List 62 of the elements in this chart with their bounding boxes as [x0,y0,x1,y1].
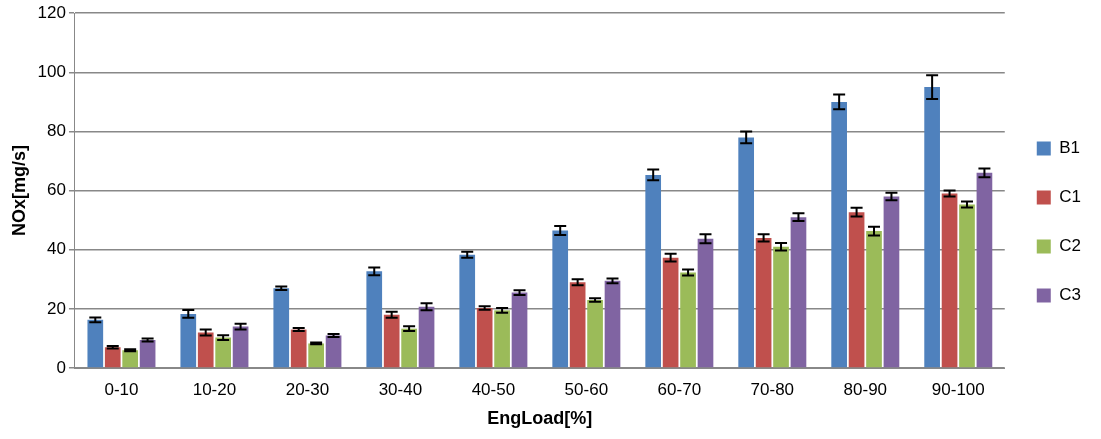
bar [697,238,714,368]
bar [366,271,383,368]
x-tick-label: 40-50 [471,379,516,399]
bar [773,246,789,368]
x-tick-label: 0-10 [104,379,139,399]
bar [941,193,958,368]
bar [476,307,493,368]
y-tick-label: 0 [56,357,66,377]
bar [848,212,865,368]
bar [883,196,900,368]
x-tick-label: 50-60 [564,379,609,399]
bar [680,272,696,368]
y-tick-label: 100 [37,62,66,82]
bar [308,343,324,368]
x-tick-label: 80-90 [843,379,888,399]
bar [587,300,603,368]
y-tick-label: 60 [47,180,66,200]
bar [290,329,307,368]
bar [87,319,104,368]
bar [604,280,621,368]
bar [831,101,847,368]
x-axis-title: EngLoad[%] [487,408,593,429]
y-tick-label: 40 [47,239,66,259]
bar [959,204,975,368]
legend-label: B1 [1059,138,1081,158]
legend-label: C1 [1059,187,1081,207]
bar [180,313,197,368]
bar [215,337,231,368]
bar [459,254,476,368]
bar [976,172,993,368]
bar [866,231,882,368]
legend-label: C3 [1059,285,1081,305]
y-axis-title: NOx[mg/s] [8,145,29,237]
y-tick-label: 80 [47,121,66,141]
bar [645,174,662,368]
x-tick-label: 20-30 [285,379,330,399]
x-tick-label: 60-70 [657,379,702,399]
bar [104,347,121,368]
y-tick-label: 20 [47,298,66,318]
bar [494,310,510,368]
bar [122,350,139,368]
bar [197,332,214,368]
bar [401,328,417,368]
y-tick-label: 120 [37,2,66,22]
bar [569,282,586,368]
bar [662,257,679,368]
bar [232,326,249,368]
bar [738,137,755,368]
bar [924,87,940,368]
bar [511,292,528,368]
bar [790,217,807,368]
bar [325,335,342,368]
bar [552,230,569,368]
bar [383,314,400,368]
bar [755,237,772,368]
bar [273,288,290,368]
bar [418,306,435,368]
legend-label: C2 [1059,236,1081,256]
x-tick-label: 30-40 [378,379,423,399]
x-tick-label: 90-100 [931,379,985,399]
x-tick-label: 10-20 [192,379,237,399]
x-tick-label: 70-80 [750,379,795,399]
